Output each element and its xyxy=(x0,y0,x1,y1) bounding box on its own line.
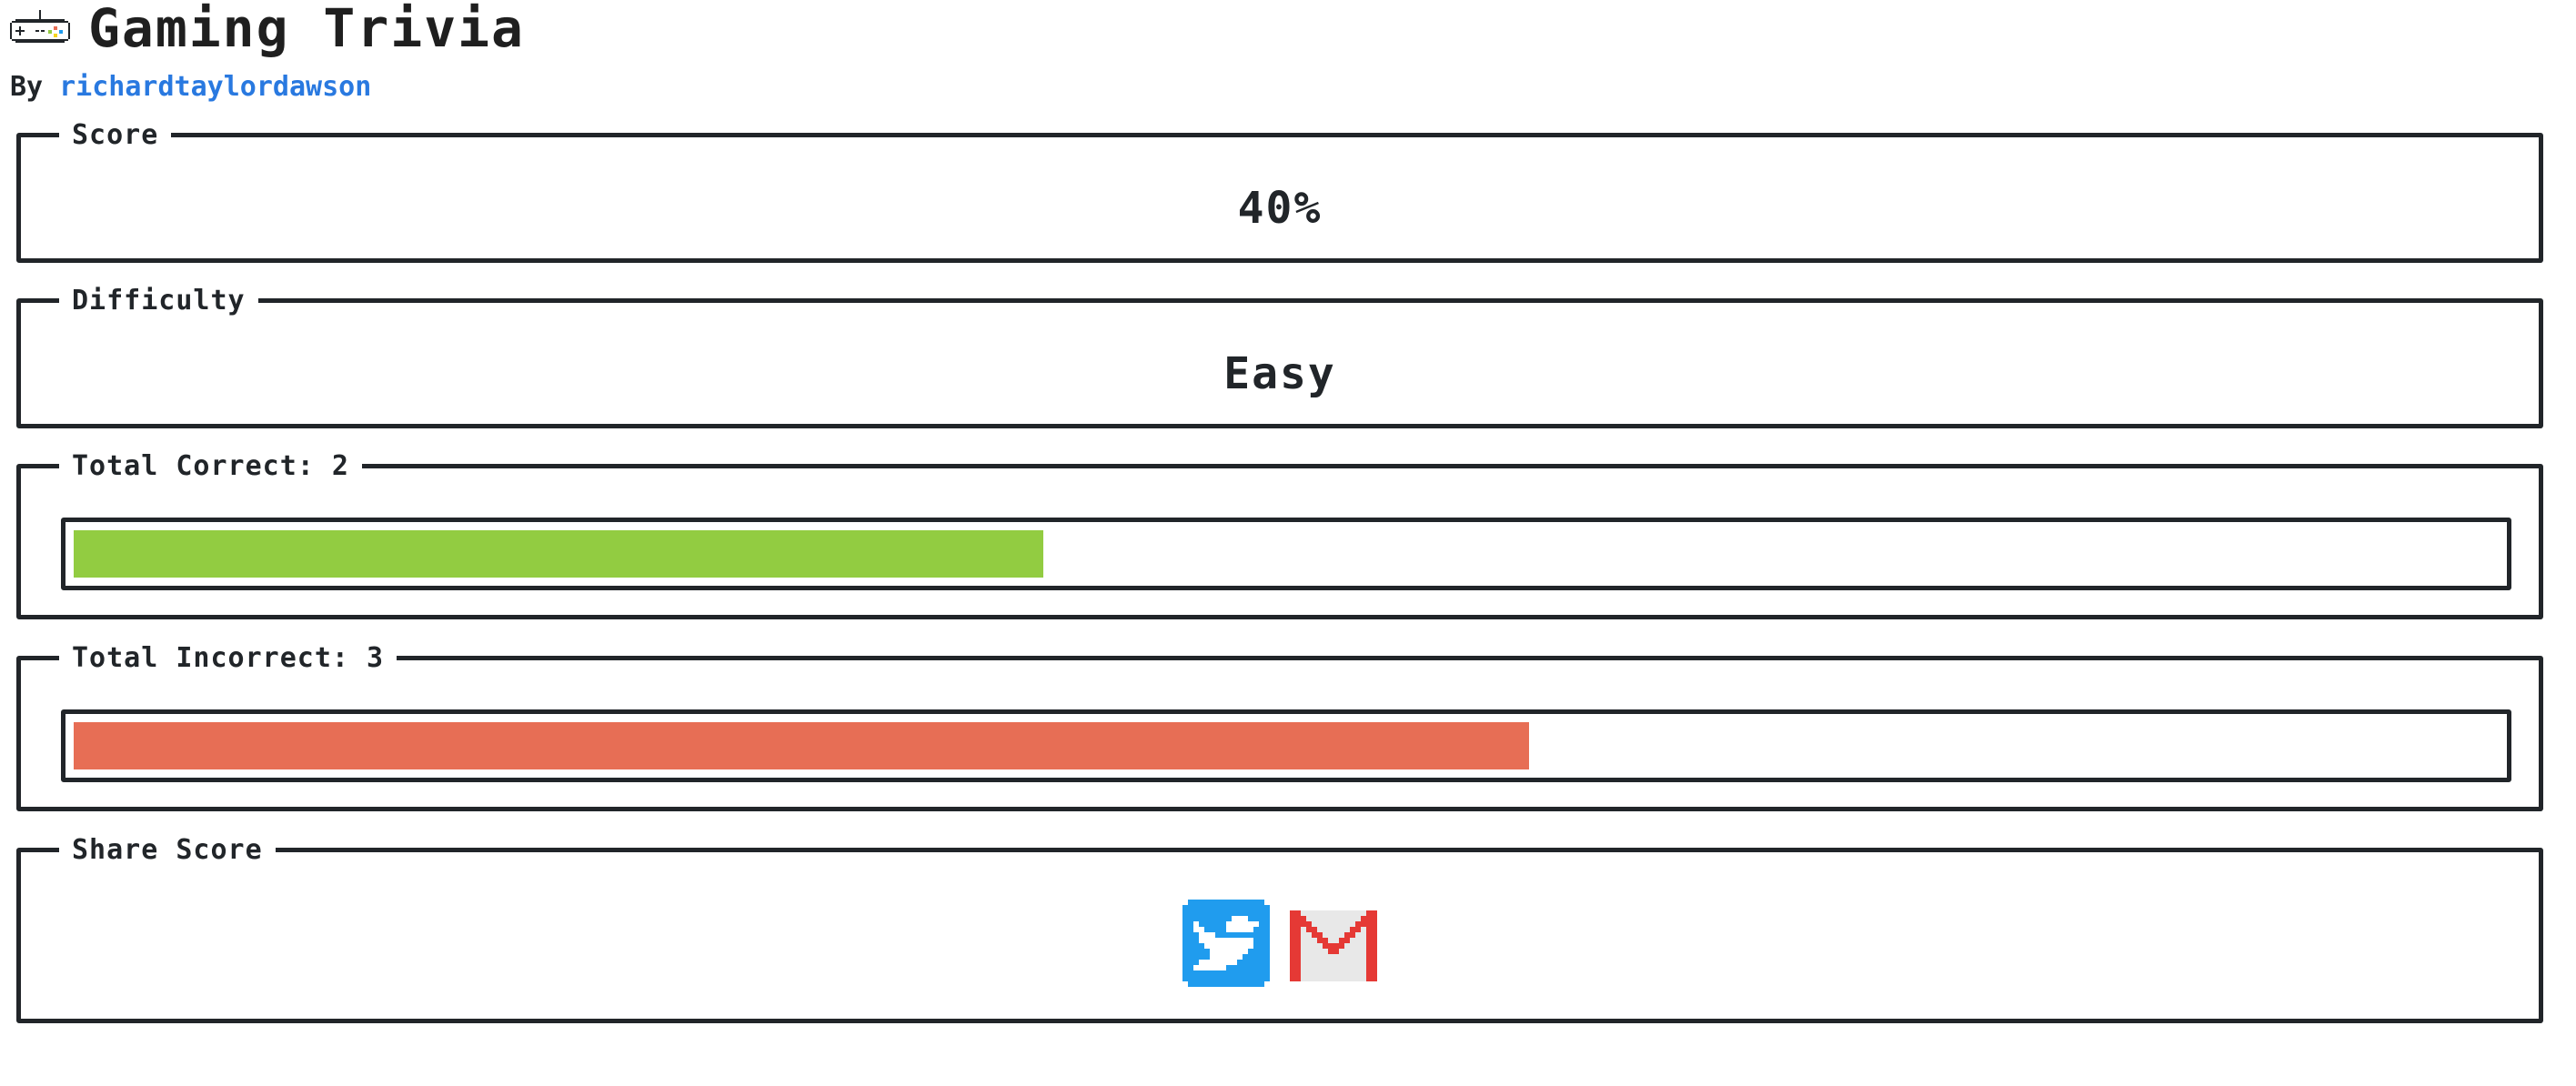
page-header: Gaming Trivia xyxy=(10,0,525,59)
score-panel-title: Score xyxy=(59,117,172,154)
share-panel: Share Score xyxy=(16,832,2543,1023)
incorrect-panel: Total Incorrect: 3 xyxy=(16,640,2543,811)
correct-panel: Total Correct: 2 xyxy=(16,448,2543,619)
score-panel: Score 40% xyxy=(16,117,2543,263)
game-controller-icon xyxy=(10,10,70,43)
correct-progress-bar xyxy=(61,518,2511,590)
correct-panel-title: Total Correct: 2 xyxy=(59,448,362,485)
incorrect-progress-fill xyxy=(74,722,1529,769)
correct-progress-fill xyxy=(74,530,1043,578)
gmail-icon[interactable] xyxy=(1290,900,1377,987)
difficulty-panel: Difficulty Easy xyxy=(16,283,2543,428)
difficulty-value: Easy xyxy=(1223,348,1336,399)
author-link[interactable]: richardtaylordawson xyxy=(59,71,372,103)
twitter-icon[interactable] xyxy=(1182,900,1270,987)
difficulty-panel-title: Difficulty xyxy=(59,283,258,319)
share-icons xyxy=(21,900,2539,987)
incorrect-progress-bar xyxy=(61,709,2511,782)
share-panel-title: Share Score xyxy=(59,832,276,869)
page-title: Gaming Trivia xyxy=(88,0,525,59)
score-value: 40% xyxy=(1237,183,1323,234)
incorrect-panel-title: Total Incorrect: 3 xyxy=(59,640,397,677)
by-label: By xyxy=(10,71,44,103)
byline: By richardtaylordawson xyxy=(10,71,371,103)
